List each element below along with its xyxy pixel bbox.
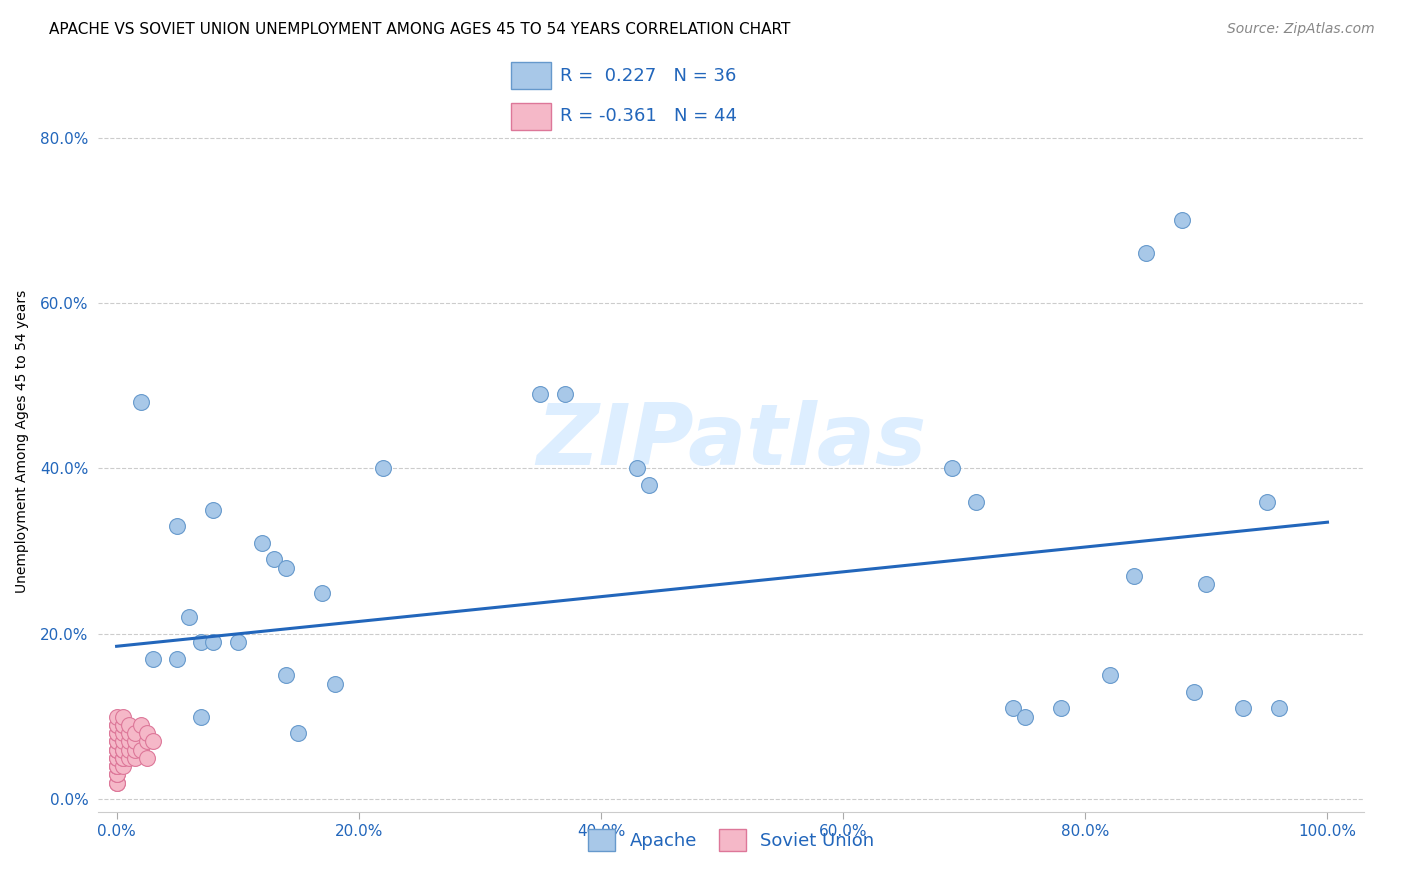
Point bbox=[142, 651, 165, 665]
Point bbox=[1268, 701, 1291, 715]
Text: R = -0.361   N = 44: R = -0.361 N = 44 bbox=[560, 107, 737, 125]
Point bbox=[129, 395, 152, 409]
Bar bbox=[512, 62, 551, 89]
Point bbox=[105, 751, 128, 765]
Bar bbox=[512, 103, 551, 130]
Point bbox=[105, 751, 128, 765]
Point bbox=[190, 709, 212, 723]
Point bbox=[287, 726, 309, 740]
Point bbox=[135, 751, 157, 765]
Point bbox=[274, 668, 297, 682]
Point bbox=[111, 751, 134, 765]
Point bbox=[1014, 709, 1036, 723]
Point bbox=[105, 767, 128, 781]
Point bbox=[323, 676, 346, 690]
Point bbox=[105, 776, 128, 790]
Point bbox=[202, 503, 225, 517]
Point bbox=[118, 726, 141, 740]
Point bbox=[190, 635, 212, 649]
Point bbox=[638, 478, 661, 492]
Y-axis label: Unemployment Among Ages 45 to 54 years: Unemployment Among Ages 45 to 54 years bbox=[15, 290, 30, 593]
Point bbox=[111, 742, 134, 756]
Point bbox=[105, 776, 128, 790]
Point bbox=[1050, 701, 1073, 715]
Point bbox=[250, 536, 273, 550]
Point bbox=[124, 734, 146, 748]
Point bbox=[105, 718, 128, 732]
Point bbox=[1232, 701, 1254, 715]
Point bbox=[1182, 685, 1205, 699]
Point bbox=[105, 734, 128, 748]
Point bbox=[111, 734, 134, 748]
Point bbox=[111, 718, 134, 732]
Point bbox=[135, 726, 157, 740]
Point bbox=[129, 718, 152, 732]
Text: ZIPatlas: ZIPatlas bbox=[536, 400, 927, 483]
Point bbox=[118, 718, 141, 732]
Point bbox=[1122, 569, 1144, 583]
Point bbox=[105, 742, 128, 756]
Point bbox=[118, 734, 141, 748]
Point bbox=[311, 585, 333, 599]
Point bbox=[166, 519, 188, 533]
Point bbox=[111, 759, 134, 773]
Point bbox=[118, 751, 141, 765]
Point bbox=[1098, 668, 1121, 682]
Point bbox=[274, 560, 297, 574]
Point bbox=[179, 610, 201, 624]
Point bbox=[142, 734, 165, 748]
Point bbox=[135, 734, 157, 748]
Point bbox=[118, 742, 141, 756]
Point bbox=[105, 742, 128, 756]
Point bbox=[941, 461, 963, 475]
Point bbox=[105, 759, 128, 773]
Point bbox=[1256, 494, 1278, 508]
Legend: Apache, Soviet Union: Apache, Soviet Union bbox=[581, 822, 882, 858]
Point bbox=[129, 742, 152, 756]
Point bbox=[529, 387, 551, 401]
Point bbox=[124, 726, 146, 740]
Point bbox=[124, 751, 146, 765]
Point bbox=[105, 759, 128, 773]
Point bbox=[111, 718, 134, 732]
Point bbox=[626, 461, 648, 475]
Point bbox=[105, 726, 128, 740]
Point bbox=[1195, 577, 1218, 591]
Point bbox=[105, 742, 128, 756]
Point bbox=[202, 635, 225, 649]
Point bbox=[965, 494, 987, 508]
Point bbox=[1171, 213, 1194, 227]
Point bbox=[111, 709, 134, 723]
Point bbox=[263, 552, 285, 566]
Text: APACHE VS SOVIET UNION UNEMPLOYMENT AMONG AGES 45 TO 54 YEARS CORRELATION CHART: APACHE VS SOVIET UNION UNEMPLOYMENT AMON… bbox=[49, 22, 790, 37]
Point bbox=[105, 767, 128, 781]
Point bbox=[111, 742, 134, 756]
Point bbox=[166, 651, 188, 665]
Point bbox=[371, 461, 394, 475]
Point bbox=[226, 635, 249, 649]
Point bbox=[105, 734, 128, 748]
Point bbox=[105, 718, 128, 732]
Point bbox=[554, 387, 576, 401]
Point bbox=[105, 759, 128, 773]
Point bbox=[124, 742, 146, 756]
Text: R =  0.227   N = 36: R = 0.227 N = 36 bbox=[560, 67, 735, 85]
Point bbox=[1135, 246, 1157, 260]
Point bbox=[1001, 701, 1024, 715]
Point bbox=[105, 726, 128, 740]
Point bbox=[111, 726, 134, 740]
Text: Source: ZipAtlas.com: Source: ZipAtlas.com bbox=[1227, 22, 1375, 37]
Point bbox=[111, 751, 134, 765]
Point bbox=[105, 709, 128, 723]
